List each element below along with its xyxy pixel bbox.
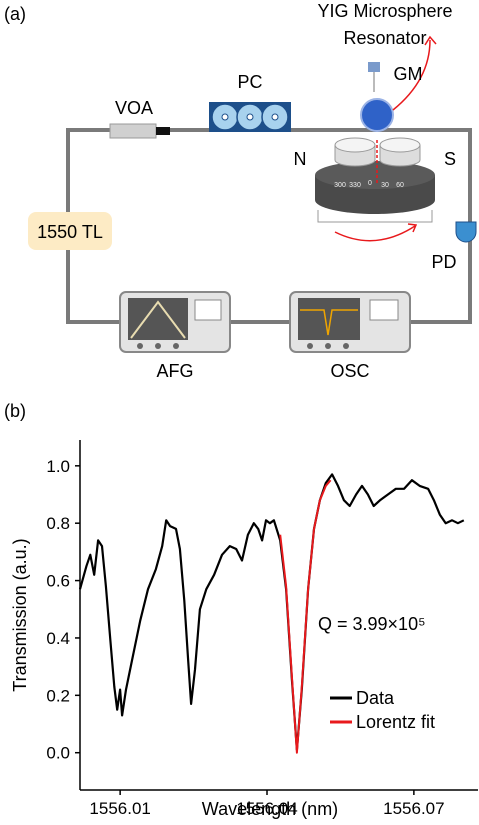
y-tick-label: 0.2 bbox=[46, 686, 70, 705]
label: VOA bbox=[115, 98, 153, 118]
x-tick-label: 1556.07 bbox=[383, 799, 444, 818]
y-tick-label: 1.0 bbox=[46, 457, 70, 476]
laser bbox=[28, 212, 112, 250]
fiber-loop bbox=[66, 128, 472, 324]
dial-label: 330 bbox=[349, 182, 361, 189]
dial-label: 60 bbox=[396, 182, 404, 189]
label: PD bbox=[431, 252, 456, 272]
label: OSC bbox=[330, 361, 369, 381]
label: GM bbox=[394, 64, 423, 84]
panel-label: (b) bbox=[4, 401, 26, 421]
label: N bbox=[294, 149, 307, 169]
y-tick-label: 0.6 bbox=[46, 572, 70, 591]
data-line bbox=[279, 479, 332, 754]
label: 1550 TL bbox=[37, 222, 103, 242]
pd bbox=[455, 221, 477, 243]
data-line bbox=[78, 473, 465, 751]
label: S bbox=[444, 149, 456, 169]
rotation-stage bbox=[315, 137, 435, 242]
dial-labels: 300 330 0 30 60 bbox=[334, 180, 404, 189]
y-tick-label: 0.4 bbox=[46, 629, 70, 648]
arrow bbox=[392, 39, 431, 111]
dial-label: 0 bbox=[368, 180, 372, 187]
dial-label: 300 bbox=[334, 182, 346, 189]
label: Resonator bbox=[343, 28, 426, 48]
x-axis-title: Wavelength (nm) bbox=[202, 799, 338, 819]
x-tick-label: 1556.01 bbox=[89, 799, 150, 818]
label: AFG bbox=[156, 361, 193, 381]
label: PC bbox=[237, 72, 262, 92]
dial-label: 30 bbox=[381, 182, 389, 189]
schematic bbox=[28, 35, 477, 353]
legend-label: Lorentz fit bbox=[356, 712, 435, 732]
annotation: Q = 3.99×10⁵ bbox=[318, 614, 426, 634]
voa-tip bbox=[156, 127, 170, 135]
afg bbox=[119, 291, 231, 353]
x-tick-label: 1556.04 bbox=[236, 799, 297, 818]
osc bbox=[289, 291, 411, 353]
gm bbox=[368, 62, 380, 72]
y-tick-label: 0.0 bbox=[46, 744, 70, 763]
y-axis-title: Transmission (a.u.) bbox=[10, 538, 30, 691]
label: YIG Microsphere bbox=[317, 1, 452, 21]
y-tick-label: 0.8 bbox=[46, 514, 70, 533]
legend-label: Data bbox=[356, 688, 395, 708]
microsphere bbox=[360, 98, 394, 132]
panel-label: (a) bbox=[4, 4, 26, 24]
voa bbox=[109, 123, 157, 139]
